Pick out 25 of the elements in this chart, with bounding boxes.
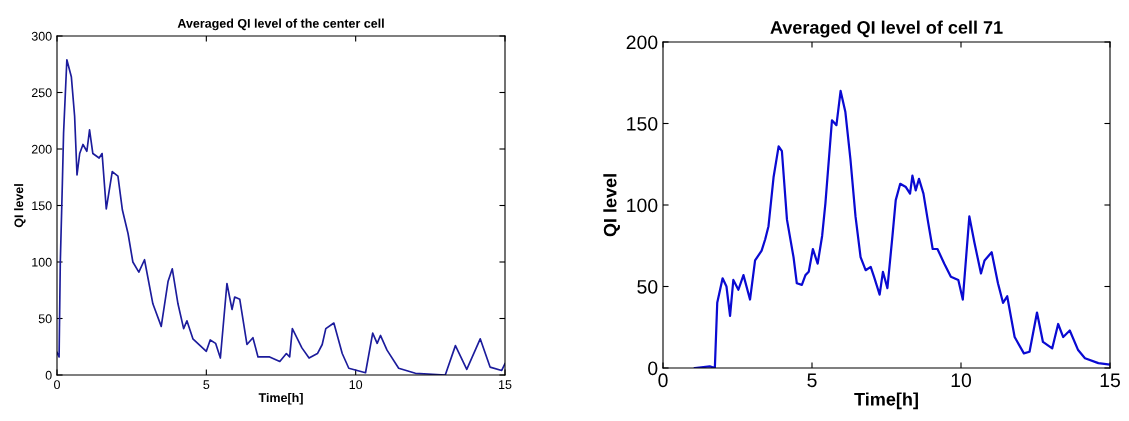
x-axis-title: Time[h] xyxy=(258,392,303,405)
y-axis-title: QI level xyxy=(14,184,26,228)
x-tick-label: 0 xyxy=(54,380,60,390)
x-tick-label: 0 xyxy=(658,373,668,388)
x-tick-label: 10 xyxy=(951,373,972,388)
chart-title: Averaged QI level of cell 71 xyxy=(770,20,1003,38)
y-tick-label: 200 xyxy=(626,35,658,50)
y-tick-label: 300 xyxy=(31,31,52,41)
y-tick-label: 100 xyxy=(627,198,658,213)
x-tick-label: 10 xyxy=(349,380,363,390)
y-tick-label: 0 xyxy=(648,361,658,376)
x-tick-label: 5 xyxy=(203,380,210,390)
y-axis-title: QI level xyxy=(603,174,620,237)
chart-title: Averaged QI level of the center cell xyxy=(177,18,384,31)
y-tick-label: 150 xyxy=(627,116,658,131)
y-tick-label: 150 xyxy=(32,201,52,211)
y-tick-label: 50 xyxy=(38,314,52,324)
x-tick-label: 15 xyxy=(499,380,512,390)
y-tick-label: 50 xyxy=(637,279,658,294)
x-tick-label: 5 xyxy=(807,373,817,388)
y-tick-label: 100 xyxy=(32,257,52,267)
y-tick-label: 250 xyxy=(31,88,52,98)
x-axis-title: Time[h] xyxy=(854,392,918,410)
x-tick-label: 15 xyxy=(1100,373,1120,388)
y-tick-label: 200 xyxy=(31,144,52,154)
